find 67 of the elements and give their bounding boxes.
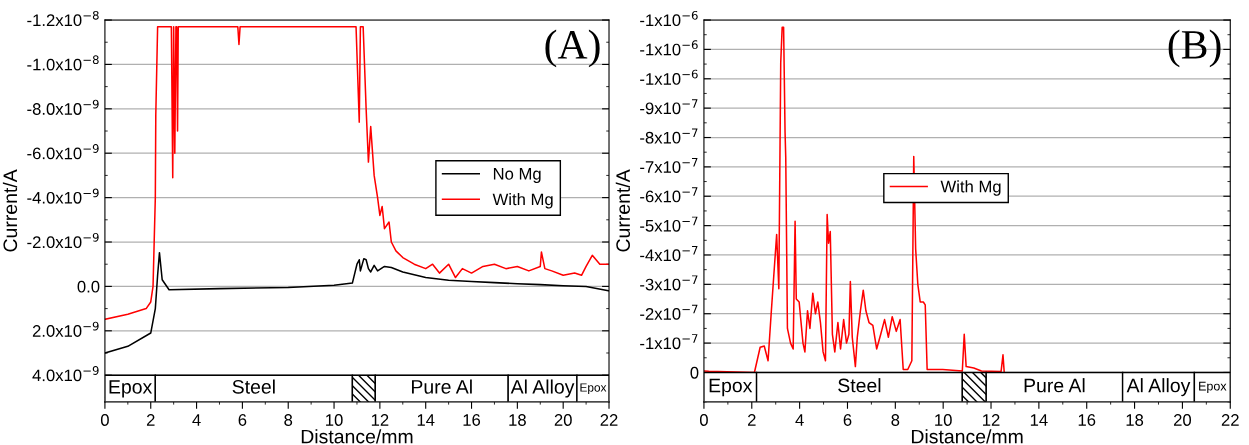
y-tick-label: -4.0x10$^{−9}$ [27, 188, 99, 204]
band-label: Al Alloy [510, 379, 575, 398]
y-tick-label: -2x10$^{−7}$ [640, 304, 698, 320]
x-tick-label: 0 [699, 414, 708, 426]
x-tick-label: 18 [1126, 414, 1144, 426]
x-tick-label: 4 [192, 414, 201, 426]
y-tick-label: -6x10$^{−7}$ [640, 187, 698, 203]
y-tick-label: -5x10$^{−7}$ [640, 216, 698, 232]
x-tick-label: 22 [600, 414, 618, 426]
y-tick-label: 0 [690, 366, 699, 379]
y-tick-label: -8.0x10$^{−9}$ [27, 99, 99, 115]
band-label: Epox [1199, 381, 1227, 393]
band-label: Epox [109, 380, 153, 398]
y-tick-label: -1.2x10$^{−8}$ [27, 10, 99, 27]
x-tick-label: 0 [100, 414, 109, 426]
x-axis-title: Distance/mm [911, 429, 1023, 444]
x-tick-label: 18 [509, 414, 526, 426]
annotation: (B) [1168, 29, 1221, 68]
x-tick-label: 10 [935, 414, 952, 426]
y-tick-label: -1x10$^{−7}$ [640, 334, 698, 350]
y-axis-title: Current/A [2, 169, 18, 252]
x-tick-label: 20 [554, 414, 572, 426]
line-series [703, 26, 1005, 374]
x-tick-label: 20 [1173, 414, 1192, 426]
band-label: Steel [232, 379, 275, 394]
x-tick-label: 14 [417, 414, 435, 426]
x-tick-label: 6 [238, 414, 247, 426]
y-tick-label: 0.0 [77, 280, 100, 293]
x-axis-title: Distance/mm [301, 429, 413, 444]
legend-label: With Mg [940, 180, 1001, 196]
band-label: Pure Al [411, 379, 472, 394]
x-tick-label: 12 [983, 414, 1000, 426]
x-tick-label: 2 [747, 414, 756, 426]
x-tick-label: 22 [1221, 414, 1239, 426]
y-tick-label: -8x10$^{−7}$ [640, 128, 698, 144]
y-tick-label: -2.0x10$^{−9}$ [27, 232, 99, 249]
x-tick-label: 12 [371, 414, 389, 426]
band-label: Epox [580, 383, 607, 395]
x-tick-label: 16 [463, 414, 481, 426]
legend-label: No Mg [493, 168, 541, 184]
y-tick-label: -1x10$^{−6}$ [640, 40, 698, 56]
x-tick-label: 16 [1078, 414, 1096, 426]
x-tick-label: 10 [326, 414, 343, 426]
y-tick-label: -1x10$^{−6}$ [640, 69, 698, 85]
y-tick-label: -1x10$^{−6}$ [640, 10, 698, 27]
y-tick-label: -4x10$^{−7}$ [640, 246, 698, 262]
annotation: (A) [545, 29, 600, 68]
x-tick-label: 4 [795, 414, 804, 426]
y-tick-label: -3x10$^{−7}$ [640, 275, 698, 291]
y-tick-label: 2.0x10$^{−9}$ [32, 321, 99, 337]
x-tick-label: 6 [843, 414, 852, 426]
y-tick-label: -6.0x10$^{−9}$ [27, 144, 99, 160]
band-label: Al Alloy [1126, 378, 1191, 397]
band-label: Epox [709, 378, 753, 397]
y-tick-label: -9x10$^{−7}$ [640, 99, 698, 115]
y-axis-title: Current/A [615, 169, 631, 252]
y-tick-label: 4.0x10$^{−9}$ [32, 366, 99, 382]
band-label: Steel [838, 378, 881, 393]
x-tick-label: 8 [891, 414, 900, 426]
x-tick-label: 14 [1030, 414, 1048, 426]
x-tick-label: 8 [284, 414, 293, 426]
band-label: Pure Al [1024, 378, 1085, 393]
y-tick-label: -1.0x10$^{−8}$ [27, 55, 99, 71]
y-tick-label: -7x10$^{−7}$ [640, 157, 698, 173]
legend-label: With Mg [492, 193, 553, 209]
x-tick-label: 2 [146, 414, 155, 426]
line-series [104, 25, 610, 321]
